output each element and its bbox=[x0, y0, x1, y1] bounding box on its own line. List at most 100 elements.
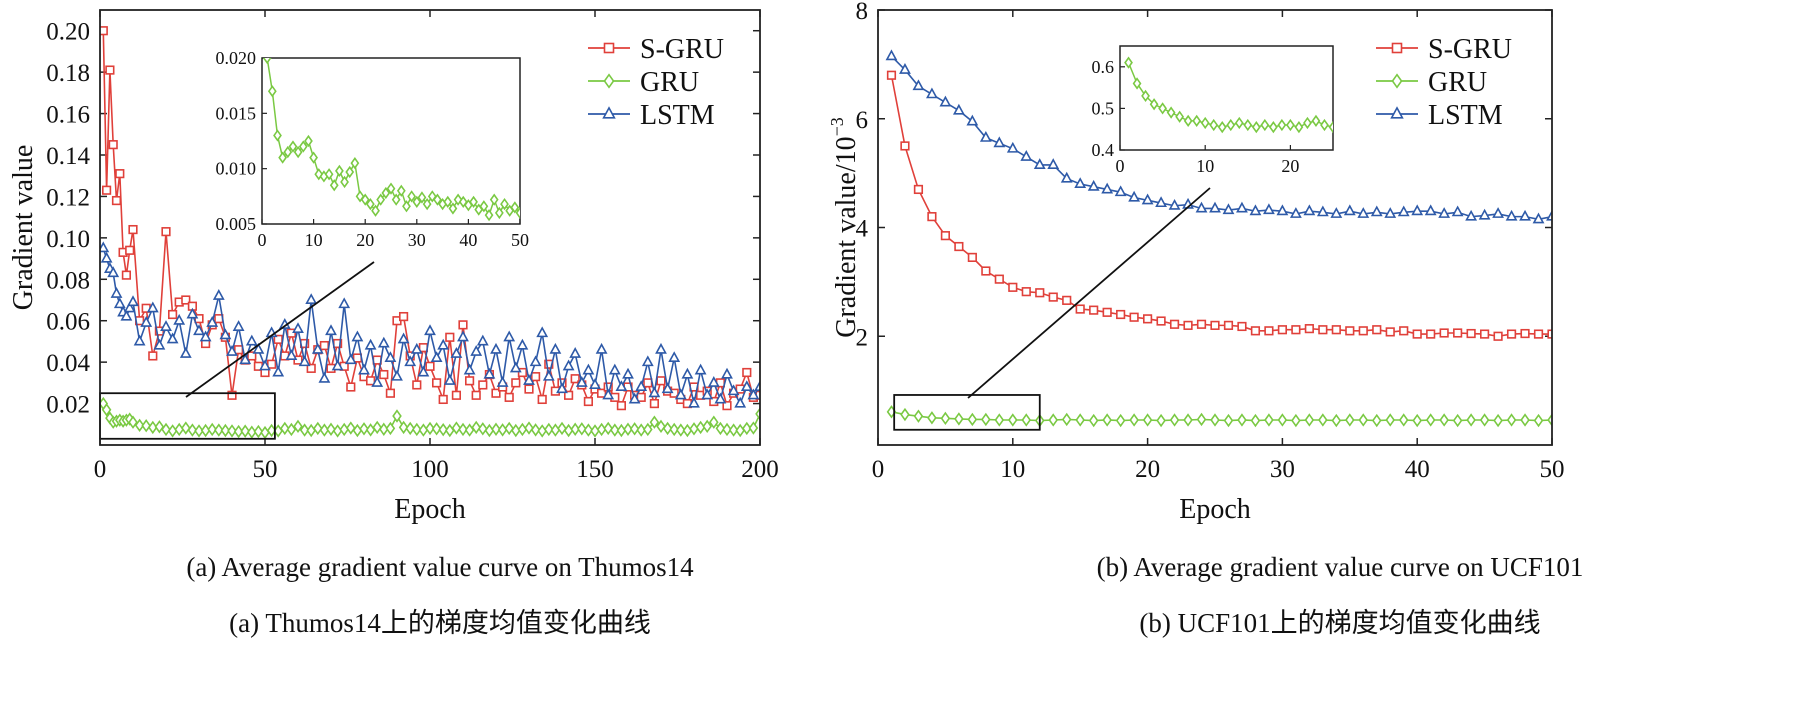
data-point-gru bbox=[940, 411, 951, 426]
data-point-lstm bbox=[173, 313, 186, 325]
data-point-lstm bbox=[311, 342, 324, 354]
data-point-s-gru bbox=[583, 396, 593, 407]
data-point-gru bbox=[1425, 413, 1436, 427]
data-point-s-gru bbox=[1129, 312, 1139, 322]
data-point-lstm bbox=[993, 136, 1006, 148]
data-point-lstm bbox=[1370, 205, 1383, 217]
data-point-gru bbox=[1331, 413, 1342, 428]
data-point-gru bbox=[994, 413, 1005, 427]
data-point-s-gru bbox=[1143, 314, 1153, 324]
inset-x-tick-label: 0 bbox=[1116, 156, 1125, 176]
data-point-s-gru bbox=[445, 332, 455, 342]
data-point-s-gru bbox=[524, 384, 534, 394]
inset-data-point bbox=[469, 195, 478, 209]
data-point-s-gru bbox=[1183, 320, 1193, 330]
data-point-lstm bbox=[641, 355, 654, 367]
data-point-s-gru bbox=[385, 388, 396, 398]
inset-x-tick-label: 10 bbox=[1196, 156, 1214, 176]
inset-data-point bbox=[360, 193, 370, 206]
data-point-lstm bbox=[410, 342, 423, 354]
data-point-gru bbox=[1115, 413, 1126, 428]
data-point-lstm bbox=[1438, 207, 1451, 218]
inset-data-point bbox=[1286, 118, 1295, 132]
x-tick-label: 40 bbox=[1405, 456, 1430, 483]
inset-data-point bbox=[340, 175, 349, 189]
legend-label: GRU bbox=[1428, 67, 1487, 98]
legend-marker bbox=[1391, 73, 1403, 89]
data-point-s-gru bbox=[1480, 329, 1490, 339]
data-point-gru bbox=[299, 423, 310, 437]
data-point-s-gru bbox=[994, 274, 1004, 284]
data-point-s-gru bbox=[125, 245, 135, 255]
data-point-gru bbox=[1547, 413, 1552, 427]
data-point-s-gru bbox=[121, 270, 131, 280]
data-point-s-gru bbox=[504, 392, 514, 402]
inset-data-point bbox=[1141, 89, 1150, 103]
data-point-gru bbox=[471, 420, 481, 435]
data-point-gru bbox=[1479, 413, 1490, 427]
data-point-gru bbox=[392, 409, 402, 423]
series-lstm bbox=[100, 241, 760, 408]
legend-label: S-GRU bbox=[640, 34, 724, 65]
series-line-gru bbox=[891, 411, 1552, 422]
data-point-gru bbox=[174, 422, 184, 437]
data-point-gru bbox=[537, 424, 547, 438]
data-point-lstm bbox=[754, 380, 760, 392]
data-point-gru bbox=[194, 424, 204, 438]
data-point-lstm bbox=[199, 330, 212, 342]
data-point-gru bbox=[260, 425, 270, 440]
data-point-lstm bbox=[1316, 205, 1329, 217]
data-point-s-gru bbox=[148, 351, 158, 361]
data-point-s-gru bbox=[286, 328, 297, 338]
data-point-lstm bbox=[331, 359, 344, 371]
data-point-lstm bbox=[113, 297, 126, 309]
data-point-lstm bbox=[1532, 212, 1545, 224]
data-point-lstm bbox=[542, 369, 555, 381]
inset-data-point bbox=[288, 140, 298, 153]
inset-data-point bbox=[396, 184, 406, 197]
y-tick-label: 0.12 bbox=[46, 184, 90, 211]
data-point-s-gru bbox=[102, 185, 112, 195]
data-point-lstm bbox=[1020, 150, 1033, 161]
inset-x-tick-label: 10 bbox=[305, 230, 323, 250]
data-point-gru bbox=[1385, 413, 1396, 427]
data-point-s-gru bbox=[379, 369, 389, 380]
data-point-gru bbox=[346, 421, 356, 435]
series-s-gru bbox=[886, 70, 1552, 341]
data-point-gru bbox=[577, 422, 587, 436]
data-point-lstm bbox=[391, 369, 403, 381]
data-point-s-gru bbox=[111, 195, 122, 206]
data-point-lstm bbox=[1384, 207, 1397, 218]
data-point-gru bbox=[1318, 413, 1328, 427]
data-point-s-gru bbox=[563, 390, 574, 400]
inset-data-point bbox=[1183, 114, 1193, 128]
y-tick-label: 4 bbox=[856, 216, 869, 243]
data-point-lstm bbox=[1451, 205, 1464, 217]
data-point-lstm bbox=[463, 363, 476, 375]
data-point-gru bbox=[385, 421, 396, 436]
inset-data-point bbox=[391, 193, 401, 206]
data-point-s-gru bbox=[293, 355, 303, 365]
data-point-s-gru bbox=[1048, 292, 1058, 302]
data-point-s-gru bbox=[1264, 326, 1274, 336]
data-point-lstm bbox=[714, 392, 727, 404]
data-point-lstm bbox=[1155, 196, 1167, 208]
data-point-s-gru bbox=[1116, 309, 1126, 320]
data-point-lstm bbox=[318, 371, 331, 383]
data-point-lstm bbox=[123, 301, 136, 313]
data-point-gru bbox=[478, 422, 488, 436]
data-point-lstm bbox=[912, 79, 925, 91]
data-point-gru bbox=[544, 422, 554, 437]
inset-data-point bbox=[335, 164, 344, 178]
data-point-gru bbox=[326, 422, 336, 436]
data-point-lstm bbox=[292, 322, 304, 334]
data-point-gru bbox=[247, 425, 257, 439]
inset-data-point bbox=[417, 191, 427, 204]
inset-data-point bbox=[1277, 118, 1287, 132]
data-point-lstm bbox=[966, 114, 979, 126]
series-gru bbox=[100, 396, 760, 440]
data-point-lstm bbox=[377, 336, 390, 348]
data-point-gru bbox=[1196, 412, 1207, 427]
